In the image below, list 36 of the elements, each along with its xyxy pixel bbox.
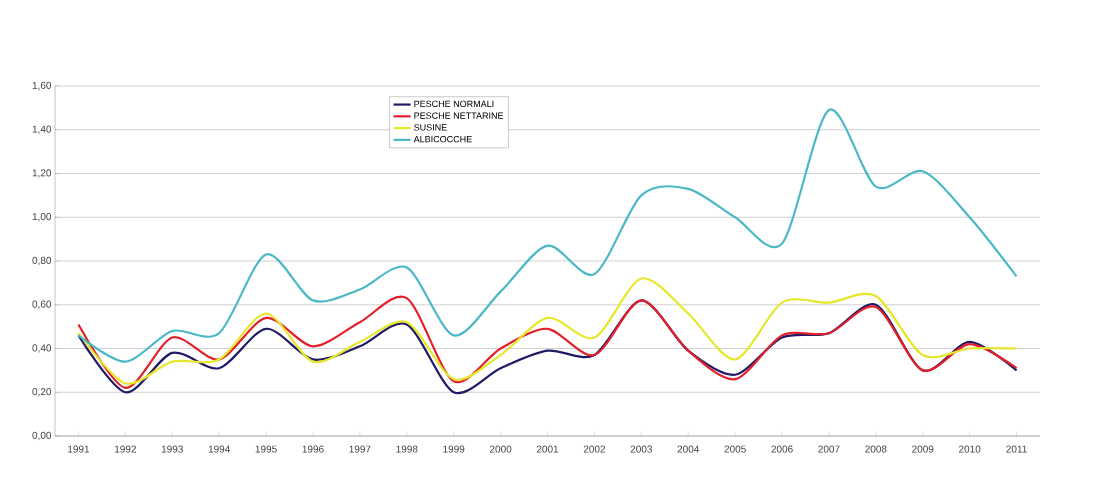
line-series [77, 277, 1018, 385]
x-tick-label: 2001 [536, 445, 559, 453]
x-tick-label: 2003 [630, 445, 652, 453]
y-tick-label: 1,20 [32, 169, 52, 178]
legend-label: SUSINE [414, 124, 447, 131]
y-tick-label: 0,00 [32, 431, 52, 441]
x-tick-label: 2007 [818, 445, 840, 453]
y-tick-label: 0,80 [32, 256, 52, 266]
x-tick-label: 2004 [677, 445, 700, 453]
y-tick-label: 1,00 [32, 213, 52, 222]
y-tick-label: 0,60 [32, 300, 52, 309]
legend-label: PESCHE NETTARINE [414, 112, 504, 119]
line-series [77, 108, 1018, 363]
x-tick-label: 2011 [1006, 445, 1027, 453]
x-tick-label: 2000 [489, 445, 512, 453]
x-tick-label: 1993 [161, 445, 183, 453]
y-tick-label: 0,40 [32, 344, 52, 353]
x-tick-label: 1994 [208, 445, 230, 453]
x-tick-label: 1996 [302, 445, 324, 453]
x-tick-label: 2009 [912, 445, 934, 453]
legend-label: ALBICOCCHE [413, 135, 472, 143]
x-tick-label: 2006 [771, 445, 793, 453]
x-tick-label: 1995 [255, 445, 277, 453]
legend-label: PESCHE NORMALI [414, 100, 494, 108]
x-tick-label: 2002 [583, 445, 606, 453]
x-tick-label: 2005 [724, 445, 746, 453]
x-tick-label: 2010 [959, 445, 981, 453]
x-tick-label: 1992 [115, 445, 136, 453]
x-tick-label: 1997 [349, 445, 371, 453]
y-tick-label: 1,40 [32, 125, 52, 134]
y-tick-label: 1,60 [32, 81, 52, 91]
x-tick-label: 1998 [396, 445, 418, 453]
x-tick-label: 1991 [68, 445, 90, 453]
x-tick-label: 2008 [865, 445, 887, 453]
x-tick-label: 1999 [443, 445, 465, 453]
y-tick-label: 0,20 [32, 388, 52, 397]
